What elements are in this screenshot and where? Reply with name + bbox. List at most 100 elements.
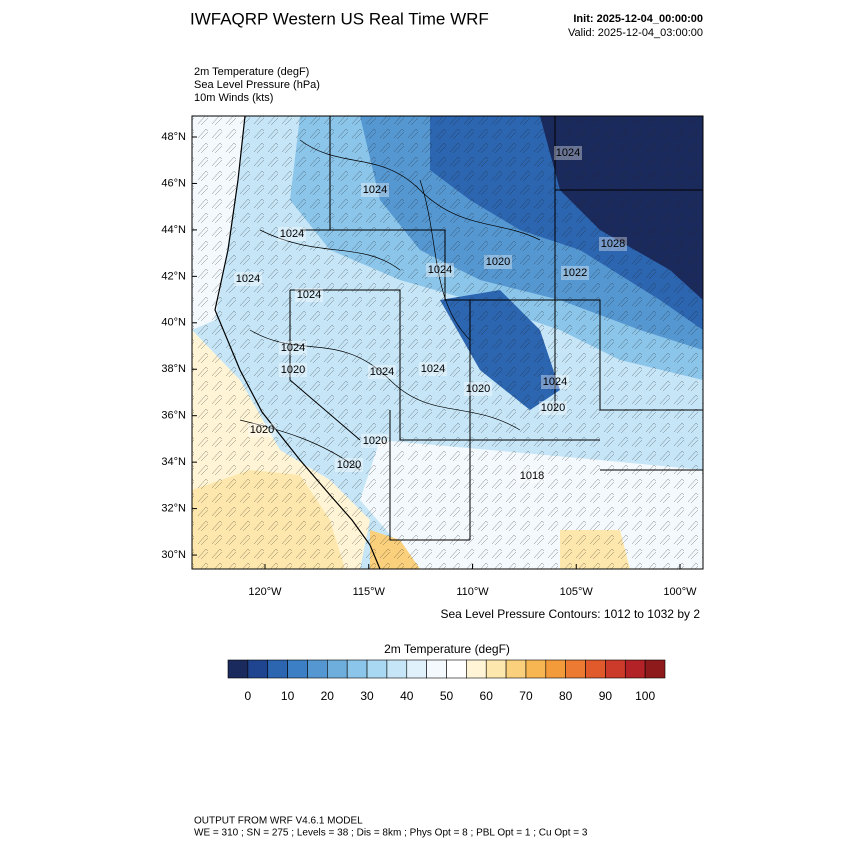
colorbar-swatch [644,659,666,679]
contour-label: 1028 [601,238,625,250]
colorbar-label: 70 [519,689,533,703]
colorbar-swatch [366,659,388,679]
contour-label: 1020 [281,364,305,376]
contour-label-box [234,272,262,286]
map-field [192,116,703,569]
contour-label: 1020 [250,424,274,436]
lat-label: 36°N [161,410,186,422]
contour-label: 1024 [421,363,445,375]
colorbar-swatch [565,659,586,679]
contour-label-box [426,263,454,277]
contour-label: 1024 [543,376,567,388]
colorbar-swatch [386,659,408,679]
colorbar-swatch [327,659,348,679]
lat-label: 44°N [161,224,186,236]
contour-note: Sea Level Pressure Contours: 1012 to 103… [441,607,701,621]
colorbar-label: 80 [559,689,573,703]
contour-label-box [484,255,512,269]
labels: 48°N 46°N 44°N 42°N 40°N 38°N 36°N 34°N 32°N 30°N… [161,131,697,598]
footer-line: OUTPUT FROM WRF V4.6.1 MODEL [194,816,363,827]
colorbar-label: 100 [635,689,655,703]
colorbar-swatch [307,659,328,679]
colorbar-swatch [485,659,507,679]
contour-label: 1020 [486,256,510,268]
footer-line: WE = 310 ; SN = 275 ; Levels = 38 ; Dis … [194,828,588,839]
lat-label: 40°N [161,317,186,329]
lat-label: 34°N [161,456,186,468]
colorbar-swatch [227,659,249,679]
lat-label: 32°N [161,503,186,515]
lat-label: 48°N [161,131,186,143]
valid-time: Valid: 2025-12-04_03:00:00 [568,27,703,39]
contour-label: 1018 [520,470,544,482]
contour-label: 1024 [556,147,580,159]
lon-label: 115°W [353,586,386,598]
colorbar: 0 10 20 30 40 50 60 70 80 90 100 [227,659,666,703]
contour-label-box [419,362,447,376]
colorbar-label: 40 [400,689,414,703]
colorbar-swatch [545,659,566,679]
field-label: 2m Temperature (degF) [194,66,309,78]
contour-label-box [599,237,627,251]
contour-label: 1024 [280,228,304,240]
colorbar-label: 90 [599,689,613,703]
lat-label: 46°N [161,177,186,189]
colorbar-label: 20 [321,689,335,703]
colorbar-label: 50 [440,689,454,703]
colorbar-label: 60 [480,689,494,703]
contour-label-box [279,363,307,377]
map-frame [191,115,704,570]
contour-label: 1024 [428,264,452,276]
colorbar-swatch [466,659,487,679]
colorbar-swatch [346,659,368,679]
contour-label: 1020 [541,402,565,414]
colorbar-swatch [585,659,606,679]
contour-label-box [361,183,389,197]
contour-label-box [368,365,396,379]
contour-label: 1020 [466,383,490,395]
colorbar-swatch [525,659,547,679]
contour-label: 1024 [297,289,321,301]
contour-label-box [554,146,582,160]
contour-label-box [561,266,589,280]
init-time: Init: 2025-12-04_00:00:00 [573,13,703,25]
colorbar-swatch [287,659,308,679]
lat-label: 30°N [161,549,186,561]
field-label: 10m Winds (kts) [194,92,273,104]
colorbar-label: 30 [360,689,374,703]
contour-label: 1022 [563,267,587,279]
contour-label-box [278,227,306,241]
title: IWFAQRP Western US Real Time WRF [190,9,489,28]
colorbar-swatch [505,659,527,679]
colorbar-swatch [624,659,646,679]
colorbar-label: 10 [281,689,295,703]
colorbar-swatch [247,659,269,679]
contour-label-box [335,458,363,472]
contour-label: 1024 [236,273,260,285]
contour-label: 1024 [281,342,305,354]
lon-label: 110°W [456,586,489,598]
colorbar-label: 0 [245,689,252,703]
colorbar-swatch [605,659,626,679]
contour-label-box [518,469,546,483]
contour-label-box [541,375,569,389]
contour-label: 1024 [370,366,394,378]
colorbar-swatch [426,659,447,679]
colorbar-swatch [267,659,288,679]
lat-label: 42°N [161,270,186,282]
contour-label: 1024 [363,184,387,196]
contour-label-box [361,434,389,448]
contour-label-box [539,401,567,415]
colorbar-swatch [446,659,467,679]
contour-label: 1020 [363,435,387,447]
colorbar-title: 2m Temperature (degF) [384,642,510,656]
lon-label: 100°W [663,586,697,598]
contour-label: 1020 [337,459,361,471]
contour-label-box [295,288,323,302]
lat-label: 38°N [161,363,186,375]
lon-label: 120°W [248,586,282,598]
contour-label-box [279,341,307,355]
contour-label-box [464,382,492,396]
